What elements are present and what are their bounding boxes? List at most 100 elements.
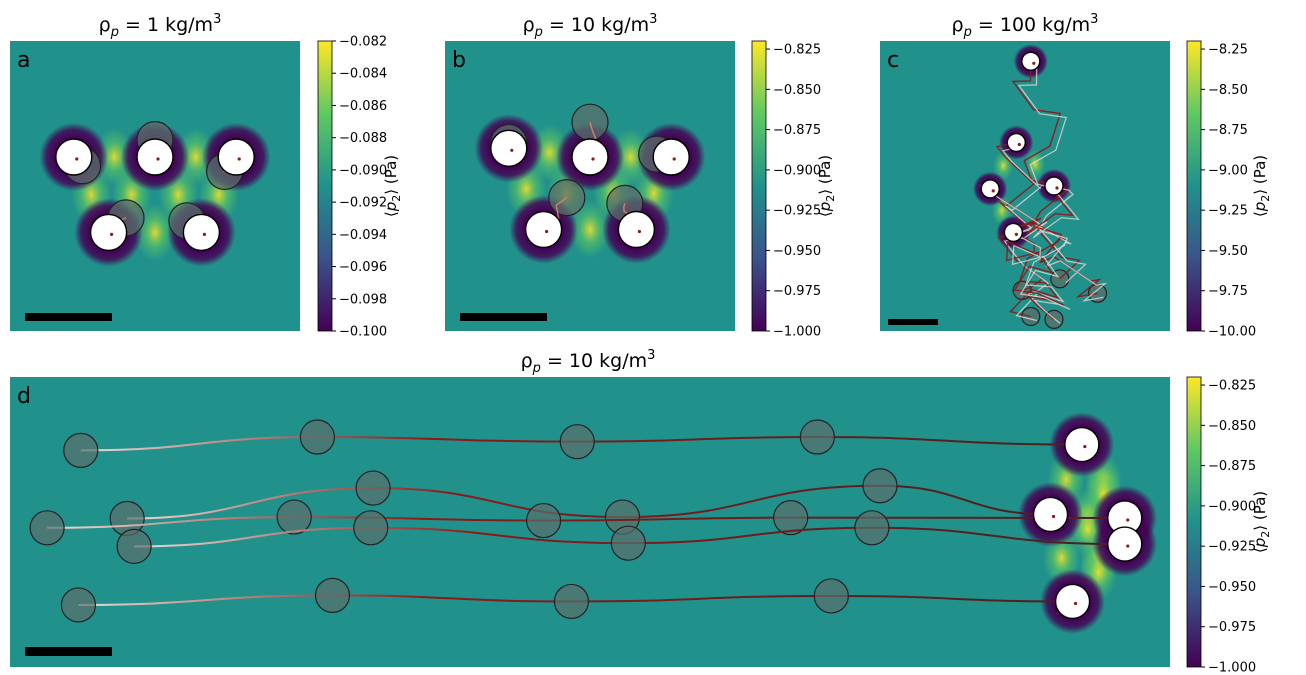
colorbar-tick-label: −0.975 <box>773 284 821 299</box>
particle-center-marker <box>1014 232 1019 236</box>
particle-initial <box>813 578 849 614</box>
colorbar-a: −0.082 −0.084 −0.086 −0.088 −0.090 −0.092 −0.0… <box>317 35 403 340</box>
particle-center-marker <box>1051 514 1056 519</box>
particle-final <box>571 138 609 176</box>
colorbar-tick-label: −0.094 <box>339 228 387 243</box>
particle-trajectory <box>1017 65 1087 284</box>
particle-center-marker <box>202 232 206 236</box>
colorbar-label: ⟨p2⟩ (Pa) <box>382 155 403 217</box>
colorbar-tick-label: −8.25 <box>1208 43 1248 58</box>
particle-center-marker <box>237 157 241 161</box>
particle-trajectory <box>1005 231 1065 320</box>
particle-center-marker <box>672 157 676 161</box>
particle-initial <box>525 502 562 539</box>
colorbar-tick-label: −0.090 <box>339 163 387 178</box>
colorbar-tick-label: −9.25 <box>1208 204 1248 219</box>
scale-bar <box>888 319 938 325</box>
colorbar-tick-label: −0.850 <box>773 83 821 98</box>
colorbar-tick-label: −0.092 <box>339 196 387 211</box>
colorbar-tick-label: −0.925 <box>773 204 821 219</box>
particle-initial <box>60 587 97 623</box>
particle-center-marker <box>591 157 595 161</box>
panel-label: b <box>452 48 466 73</box>
colorbar-gradient <box>1186 376 1202 668</box>
particle-final <box>524 210 563 249</box>
particle-final <box>1006 132 1026 153</box>
colorbar-tick-label: −0.825 <box>773 43 821 58</box>
particle-final <box>1107 526 1143 562</box>
heatmap-background <box>10 377 1170 667</box>
colorbar-c: −8.25 −8.50 −8.75 −9.00 −9.25 −9.50 −9.75 −10.0… <box>1186 40 1272 340</box>
scale-bar <box>460 313 547 321</box>
particle-trajectory <box>1009 185 1075 318</box>
particle-final <box>1064 426 1100 463</box>
colorbar-b: −0.825 −0.850 −0.875 −0.900 −0.925 −0.950 −0.9… <box>751 40 837 340</box>
colorbar-tick-label: −1.000 <box>1208 661 1256 675</box>
particle-center-marker <box>1126 518 1130 522</box>
particle-final <box>980 179 1000 199</box>
particle-final <box>490 129 528 168</box>
colorbar-tick-label: −0.088 <box>339 131 387 146</box>
colorbar-tick-label: −0.850 <box>1208 419 1256 434</box>
particle-final <box>182 213 221 252</box>
particle-center-marker <box>156 157 160 161</box>
panel-c-title: ρp = 100 kg/m3 <box>952 12 1099 40</box>
particle-initial <box>862 468 898 504</box>
particle-initial <box>116 528 152 564</box>
colorbar-gradient <box>317 40 333 332</box>
particle-center-marker <box>1017 142 1021 147</box>
particle-initial <box>314 577 351 613</box>
panel-label: c <box>887 48 899 73</box>
particle-center-marker <box>1073 601 1078 606</box>
particle-center-marker <box>510 148 514 152</box>
scale-bar <box>25 647 112 656</box>
particle-initial <box>553 583 590 620</box>
particle-final <box>1021 51 1041 71</box>
colorbar-tick-label: −0.950 <box>1208 580 1256 595</box>
particle-center-marker <box>1083 444 1087 449</box>
colorbar-tick-label: −0.084 <box>339 67 387 82</box>
colorbar-tick-label: −8.50 <box>1208 83 1248 98</box>
colorbar-tick-label: −9.75 <box>1208 284 1248 299</box>
panel-d-title: ρp = 10 kg/m3 <box>521 348 656 376</box>
particle-initial <box>854 510 890 546</box>
colorbar-tick-label: −0.096 <box>339 260 387 275</box>
particle-final <box>136 138 174 176</box>
particle-initial <box>773 500 809 536</box>
particle-final <box>1003 222 1024 243</box>
colorbar-label: ⟨p2⟩ (Pa) <box>1251 155 1272 217</box>
panel-b-title: ρp = 10 kg/m3 <box>523 12 658 40</box>
particle-initial <box>276 499 312 535</box>
heatmap-panel-b <box>445 41 735 331</box>
pressure-hotspot <box>570 200 610 259</box>
colorbar-tick-label: −0.875 <box>773 123 821 138</box>
particle-center-marker <box>1055 186 1059 190</box>
particle-center-marker <box>545 229 549 234</box>
colorbar-tick-label: −0.086 <box>339 99 387 114</box>
particle-initial <box>63 432 99 468</box>
particle-initial <box>559 424 595 460</box>
particle-final <box>652 138 690 176</box>
panel-a-title: ρp = 1 kg/m3 <box>99 12 222 40</box>
colorbar-tick-label: −0.900 <box>773 163 821 178</box>
particle-initial <box>353 510 389 546</box>
particle-final <box>1044 176 1064 196</box>
particle-center-marker <box>991 189 995 193</box>
colorbar-d: −0.825 −0.850 −0.875 −0.900 −0.925 −0.950 −0.9… <box>1186 376 1272 675</box>
particle-final <box>1032 496 1069 533</box>
particle-final <box>1054 583 1091 620</box>
particle-trajectory <box>1011 235 1071 324</box>
pressure-hotspot <box>135 203 175 262</box>
particle-final <box>617 210 656 249</box>
particle-trajectory <box>1015 189 1080 322</box>
particle-final <box>217 138 255 176</box>
particle-center-marker <box>637 229 642 234</box>
colorbar-tick-label: −0.975 <box>1208 620 1256 635</box>
colorbar-tick-label: −1.000 <box>773 325 821 340</box>
colorbar-tick-label: −9.00 <box>1208 163 1248 178</box>
colorbar-tick-label: −0.925 <box>1208 540 1256 555</box>
colorbar-label: ⟨p2⟩ (Pa) <box>1251 491 1272 553</box>
particle-trajectory <box>984 188 1108 302</box>
panel-label: a <box>17 48 30 73</box>
particle-initial <box>29 510 65 546</box>
